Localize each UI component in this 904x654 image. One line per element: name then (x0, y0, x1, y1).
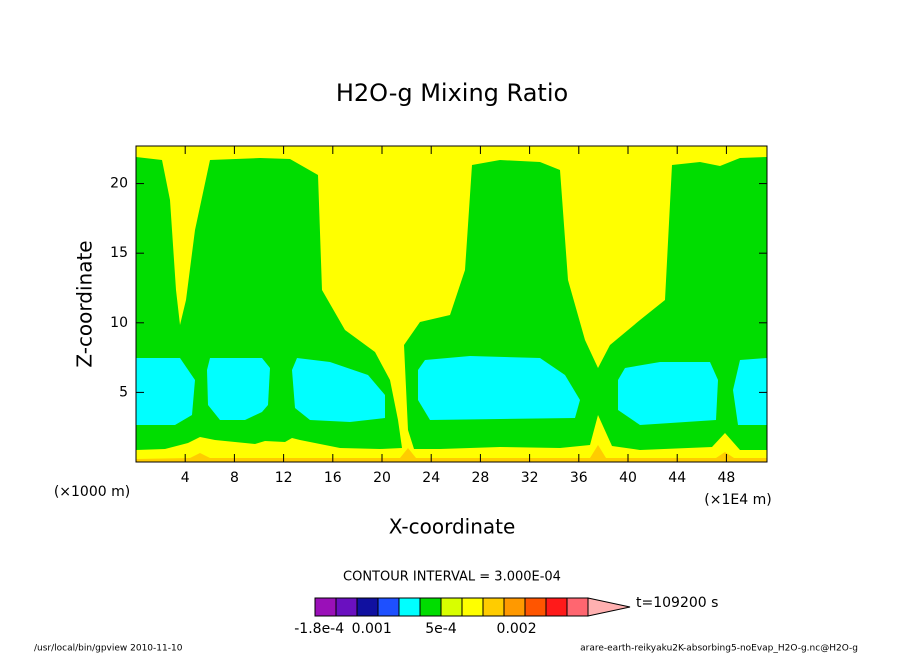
colorbar-box (398, 597, 421, 617)
x-tick-label: 44 (668, 470, 686, 486)
y-tick-label: 5 (119, 384, 128, 400)
x-tick-label: 24 (422, 470, 440, 486)
colorbar-label: 0.001 (352, 621, 392, 637)
colorbar-box (461, 597, 484, 617)
contour-region (618, 362, 718, 425)
colorbar-box (440, 597, 463, 617)
colorbar-box (314, 597, 337, 617)
chart-title: H2O-g Mixing Ratio (336, 79, 568, 107)
colorbar-box (524, 597, 547, 617)
colorbar-label: -1.8e-4 (294, 621, 344, 637)
y-axis-title: Z-coordinate (73, 240, 97, 367)
y-tick-label: 10 (110, 315, 128, 331)
contour-region (292, 358, 385, 422)
colorbar-arrow (587, 597, 631, 617)
x-tick-label: 16 (324, 470, 342, 486)
footer-left: /usr/local/bin/gpview 2010-11-10 (34, 644, 183, 654)
footer-right: arare-earth-reikyaku2K-absorbing5-noEvap… (580, 644, 858, 654)
colorbar-box (356, 597, 379, 617)
x-tick-label: 20 (373, 470, 391, 486)
colorbar-box (335, 597, 358, 617)
x-tick-label: 32 (521, 470, 539, 486)
y-tick-label: 15 (110, 245, 128, 261)
y-unit: (×1000 m) (54, 484, 130, 500)
colorbar-box (566, 597, 589, 617)
x-tick-label: 28 (471, 470, 489, 486)
contour-region (733, 358, 767, 425)
contour-region (136, 358, 195, 425)
x-tick-label: 8 (230, 470, 239, 486)
x-tick-label: 36 (570, 470, 588, 486)
x-axis-title: X-coordinate (389, 515, 516, 539)
colorbar-box (503, 597, 526, 617)
contour-field (136, 146, 767, 462)
colorbar-box (482, 597, 505, 617)
x-tick-label: 48 (717, 470, 735, 486)
colorbar-box (419, 597, 442, 617)
time-label: t=109200 s (636, 595, 718, 611)
x-tick-label: 40 (619, 470, 637, 486)
contour-region (418, 356, 580, 420)
colorbar-label: 5e-4 (425, 621, 457, 637)
colorbar-label: 0.002 (497, 621, 537, 637)
colorbar-box (545, 597, 568, 617)
x-unit: (×1E4 m) (704, 492, 771, 508)
contour-interval: CONTOUR INTERVAL = 3.000E-04 (343, 570, 561, 585)
y-tick-label: 20 (110, 176, 128, 192)
x-tick-label: 4 (181, 470, 190, 486)
colorbar-box (377, 597, 400, 617)
contour-region (136, 445, 767, 462)
contour-region (207, 358, 270, 420)
plot-frame (135, 145, 768, 463)
x-tick-label: 12 (275, 470, 293, 486)
